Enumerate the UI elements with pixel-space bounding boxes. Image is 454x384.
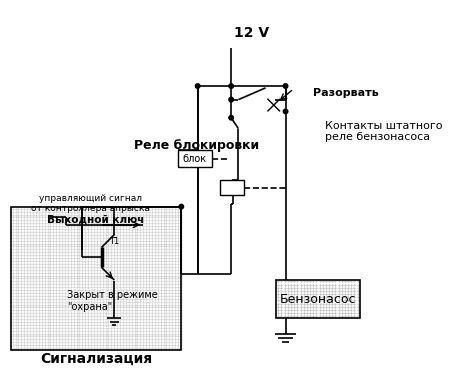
- Bar: [11, 207, 181, 350]
- Text: Сигнализация: Сигнализация: [40, 352, 152, 366]
- Circle shape: [283, 109, 288, 114]
- Text: Закрыт в режиме
"охрана": Закрыт в режиме "охрана": [67, 290, 158, 311]
- Circle shape: [229, 84, 233, 88]
- Text: Реле блокировки: Реле блокировки: [134, 139, 259, 152]
- Bar: [220, 180, 244, 195]
- Circle shape: [195, 84, 200, 88]
- Text: управляющий сигнал
от контроллера впрыска: управляющий сигнал от контроллера впрыск…: [31, 194, 150, 213]
- Bar: [276, 280, 360, 318]
- Bar: [178, 151, 212, 167]
- Circle shape: [179, 204, 183, 209]
- Text: Бензонасос: Бензонасос: [280, 293, 356, 306]
- Circle shape: [229, 98, 233, 102]
- Text: Контакты штатного
реле бензонасоса: Контакты штатного реле бензонасоса: [325, 121, 442, 142]
- Text: Выходной ключ: Выходной ключ: [48, 214, 145, 224]
- Text: T1: T1: [109, 237, 119, 247]
- Circle shape: [229, 116, 233, 120]
- Text: Разорвать: Разорвать: [313, 88, 379, 98]
- Circle shape: [283, 84, 288, 88]
- Text: блок: блок: [183, 154, 207, 164]
- Text: 12 V: 12 V: [234, 26, 269, 40]
